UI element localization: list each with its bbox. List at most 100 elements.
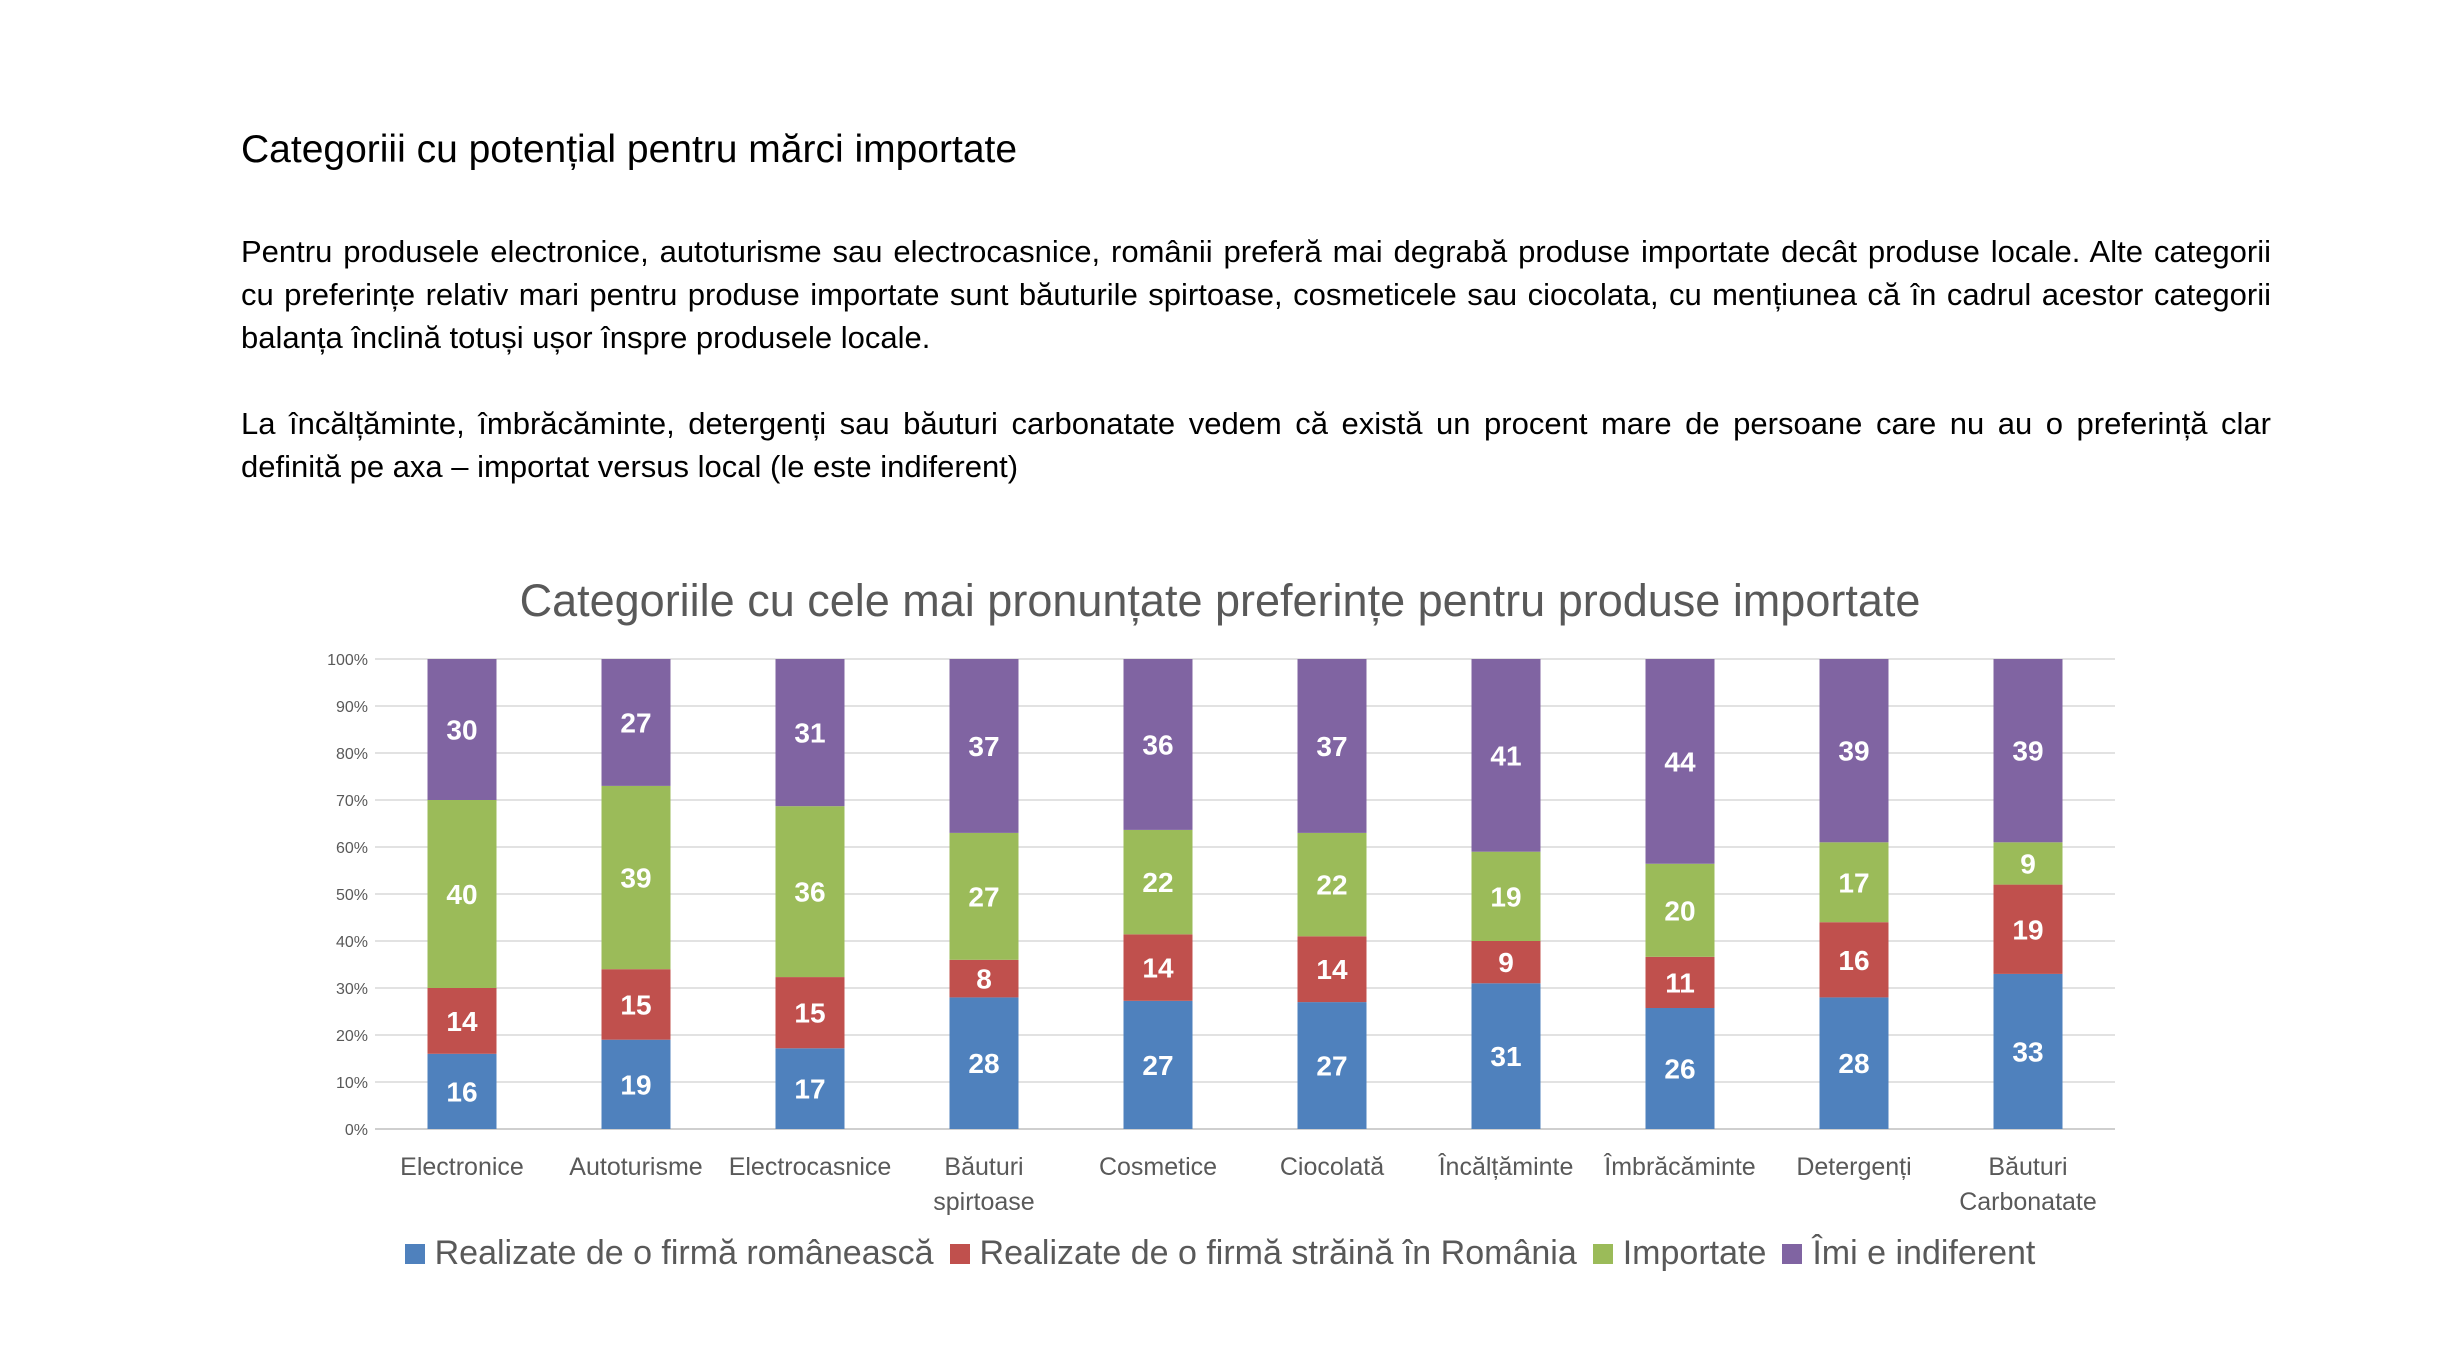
data-label: 28 [968, 1048, 999, 1079]
data-label: 14 [1316, 954, 1348, 985]
bar-segment [949, 659, 1019, 833]
legend-label: Îmi e indiferent [1812, 1234, 2036, 1272]
data-label: 36 [794, 877, 825, 908]
paragraph-1: Pentru produsele electronice, autoturism… [241, 234, 2271, 355]
data-label: 30 [446, 715, 477, 746]
bar-segment [1819, 922, 1889, 998]
data-label: 9 [1498, 947, 1514, 978]
bar-segment [1645, 1008, 1715, 1129]
y-tick-label: 70% [336, 793, 368, 810]
bar-segment [1993, 884, 2063, 974]
bar-segment [1123, 1000, 1193, 1129]
legend-swatch [949, 1243, 970, 1264]
bar-segment [949, 832, 1019, 960]
bar-segment [601, 659, 671, 786]
bar-segment [601, 785, 671, 970]
data-label: 37 [1316, 731, 1347, 762]
data-label: 8 [976, 964, 992, 995]
legend-swatch [1782, 1243, 1803, 1264]
chart-title: Categoriile cu cele mai pronunțate prefe… [519, 575, 1921, 626]
bar-segment [775, 977, 845, 1049]
data-label: 33 [2012, 1036, 2043, 1067]
data-label: 40 [446, 879, 477, 910]
data-label: 15 [794, 998, 825, 1029]
bar-segment [427, 800, 497, 988]
legend-item: Realizate de o firmă românească [404, 1234, 934, 1273]
x-tick-label: Electronice [400, 1153, 524, 1181]
bar-segment [775, 806, 845, 978]
x-tick-label: Ciocolată [1280, 1153, 1384, 1181]
data-label: 31 [794, 718, 825, 749]
data-label: 27 [620, 707, 651, 738]
x-tick-label: Electrocasnice [729, 1153, 892, 1181]
y-tick-label: 90% [336, 699, 368, 716]
bar-segment [1471, 851, 1541, 941]
bar-segment [427, 659, 497, 800]
bar-segment [775, 659, 845, 807]
bar-segment [1123, 659, 1193, 830]
legend-label: Importate [1622, 1234, 1767, 1272]
bar-segment [601, 969, 671, 1040]
x-tick-label: Băuturi [1988, 1153, 2067, 1181]
bar-segment [1297, 832, 1367, 937]
bar-segment [1645, 956, 1715, 1009]
data-label: 44 [1664, 746, 1696, 777]
bar-segment [1471, 941, 1541, 984]
data-label: 9 [2020, 848, 2036, 879]
y-tick-label: 50% [336, 887, 368, 904]
y-tick-label: 30% [336, 981, 368, 998]
bar-segment [1297, 659, 1367, 833]
data-label: 22 [1142, 867, 1173, 898]
bar-segment [427, 1053, 497, 1129]
legend-item: Îmi e indiferent [1782, 1234, 2035, 1273]
bar-segment [1297, 936, 1367, 1003]
bar-segment [1123, 829, 1193, 935]
y-tick-label: 20% [336, 1028, 368, 1045]
bar-segment [1993, 659, 2063, 843]
legend-item: Importate [1592, 1234, 1767, 1273]
bar-segment [1993, 973, 2063, 1129]
x-tick-label: Cosmetice [1099, 1153, 1217, 1181]
bar-segment [1297, 1002, 1367, 1129]
bar-segment [427, 988, 497, 1054]
data-label: 19 [620, 1069, 651, 1100]
data-label: 17 [1838, 867, 1869, 898]
data-label: 41 [1490, 740, 1521, 771]
data-label: 14 [1142, 953, 1174, 984]
legend-label: Realizate de o firmă străină în România [979, 1234, 1577, 1272]
paragraph-2: La încălțăminte, îmbrăcăminte, detergenț… [241, 406, 2271, 484]
x-tick-label: Îmbrăcăminte [1603, 1152, 1755, 1181]
data-label: 27 [1316, 1051, 1347, 1082]
bar-segment [1471, 983, 1541, 1129]
bar-segment [775, 1048, 845, 1129]
legend-label: Realizate de o firmă românească [434, 1234, 934, 1272]
data-label: 37 [968, 731, 999, 762]
data-label: 19 [2012, 914, 2043, 945]
data-label: 39 [2012, 736, 2043, 767]
data-label: 14 [446, 1006, 478, 1037]
x-tick-label: Detergenți [1796, 1153, 1911, 1181]
bar-segment [1819, 659, 1889, 843]
y-tick-label: 0% [345, 1122, 368, 1139]
slide-title: Categoriii cu potențial pentru mărci imp… [241, 128, 1018, 171]
data-label: 31 [1490, 1041, 1521, 1072]
data-label: 15 [620, 989, 651, 1020]
legend-swatch [1592, 1243, 1613, 1264]
chart-legend: Realizate de o firmă românească Realizate… [0, 1234, 2440, 1273]
x-tick-label: Autoturisme [569, 1153, 702, 1181]
data-label: 27 [968, 881, 999, 912]
data-label: 17 [794, 1074, 825, 1105]
x-tick-label: Carbonatate [1959, 1188, 2097, 1216]
bar-segment [1645, 659, 1715, 864]
data-label: 19 [1490, 881, 1521, 912]
data-label: 39 [1838, 736, 1869, 767]
data-label: 16 [1838, 945, 1869, 976]
data-label: 26 [1664, 1054, 1695, 1085]
bar-segment [601, 1039, 671, 1129]
data-label: 16 [446, 1076, 477, 1107]
bar-segment [1645, 863, 1715, 957]
bar-segment [1993, 842, 2063, 885]
legend-swatch [404, 1243, 425, 1264]
data-label: 11 [1665, 967, 1695, 998]
y-tick-label: 100% [327, 652, 368, 669]
